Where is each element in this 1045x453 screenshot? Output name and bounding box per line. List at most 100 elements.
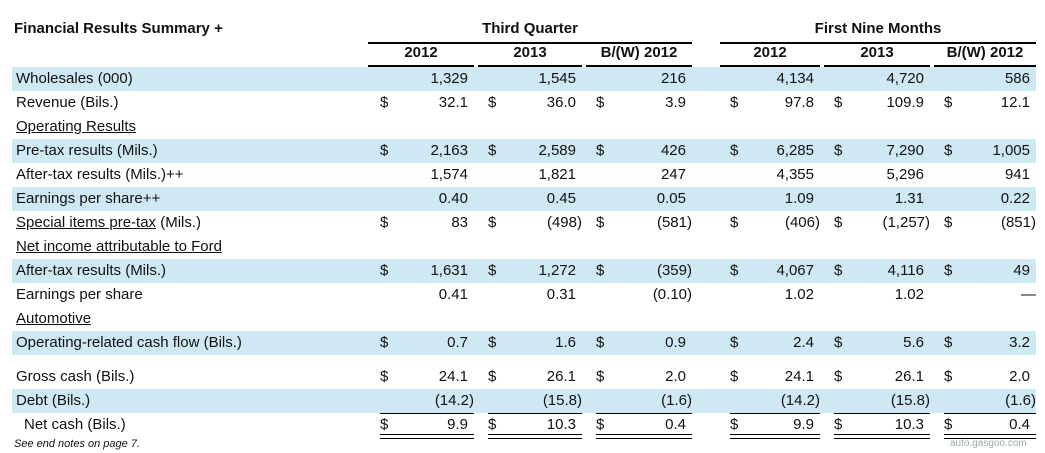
table-cell: 1.6 — [555, 334, 576, 351]
currency-symbol: $ — [488, 94, 497, 111]
group-header-third-quarter: Third Quarter — [482, 20, 578, 37]
table-cell: 2.4 — [793, 334, 814, 351]
currency-symbol: $ — [380, 416, 389, 433]
total-double-rule — [944, 434, 1036, 439]
column-header: 2013 — [513, 44, 547, 61]
table-cell: (581) — [656, 214, 692, 231]
currency-symbol: $ — [596, 334, 605, 351]
table-cell: 216 — [660, 70, 686, 87]
currency-symbol: $ — [596, 368, 605, 385]
table-cell: 1,545 — [538, 70, 576, 87]
table-cell: 26.1 — [546, 368, 576, 385]
table-cell: 1.02 — [784, 286, 814, 303]
row-label: Revenue (Bils.) — [16, 94, 119, 111]
column-header: 2012 — [753, 44, 787, 61]
table-cell: 5.6 — [903, 334, 924, 351]
currency-symbol: $ — [944, 334, 953, 351]
currency-symbol: $ — [488, 214, 497, 231]
currency-symbol: $ — [730, 94, 739, 111]
section-header-row: Automotive — [0, 307, 1045, 331]
section-header-row: Net income attributable to Ford — [0, 235, 1045, 259]
table-cell: (14.2) — [434, 392, 474, 409]
currency-symbol: $ — [834, 94, 843, 111]
currency-symbol: $ — [596, 416, 605, 433]
currency-symbol: $ — [834, 214, 843, 231]
row-shading — [12, 139, 1036, 163]
row-label: Earnings per share — [16, 286, 143, 303]
table-cell: 1,272 — [538, 262, 576, 279]
currency-symbol: $ — [944, 94, 953, 111]
column-header-rule — [824, 65, 930, 67]
table-row: Gross cash (Bils.) $24.1 $26.1 $2.0 $24.1 $26… — [0, 365, 1045, 389]
column-header: B/(W) 2012 — [946, 44, 1024, 61]
table-cell: 49 — [1013, 262, 1030, 279]
currency-symbol: $ — [380, 94, 389, 111]
row-shading — [12, 67, 1036, 91]
table-cell: (851) — [1000, 214, 1036, 231]
group-rule-first-nine-months — [720, 42, 1036, 44]
table-cell: 0.05 — [656, 190, 686, 207]
table-cell: — — [1021, 286, 1036, 303]
table-cell: 6,285 — [776, 142, 814, 159]
table-cell: (0.10) — [652, 286, 692, 303]
subtotal-rule — [730, 413, 820, 414]
currency-symbol: $ — [596, 214, 605, 231]
table-cell: 1.09 — [784, 190, 814, 207]
table-row: Wholesales (000) 1,329 1,545 216 4,134 4,720 5… — [0, 67, 1045, 91]
table-cell: (1,257) — [882, 214, 930, 231]
table-cell: 3.9 — [665, 94, 686, 111]
table-cell: 12.1 — [1000, 94, 1030, 111]
table-row: Revenue (Bils.) $32.1 $36.0 $3.9 $97.8 $109.9… — [0, 91, 1045, 115]
table-cell: 1,574 — [430, 166, 468, 183]
currency-symbol: $ — [380, 334, 389, 351]
table-cell: 36.0 — [546, 94, 576, 111]
table-cell: 9.9 — [793, 416, 814, 433]
table-cell: 2.0 — [665, 368, 686, 385]
subtotal-rule — [380, 413, 474, 414]
row-label-underlined: Special items pre-tax — [16, 214, 157, 231]
table-cell: 941 — [1004, 166, 1030, 183]
total-double-rule — [488, 434, 582, 439]
table-cell: 4,355 — [776, 166, 814, 183]
table-cell: 0.22 — [1000, 190, 1030, 207]
currency-symbol: $ — [834, 334, 843, 351]
table-row: Operating-related cash flow (Bils.) $0.7 $… — [0, 331, 1045, 355]
watermark: auto.gasgoo.com — [950, 438, 1027, 449]
currency-symbol: $ — [488, 334, 497, 351]
total-double-rule — [834, 434, 930, 439]
table-cell: 586 — [1004, 70, 1030, 87]
table-cell: 2.0 — [1009, 368, 1030, 385]
table-cell: 1,329 — [430, 70, 468, 87]
total-double-rule — [596, 434, 692, 439]
currency-symbol: $ — [834, 368, 843, 385]
table-cell: 10.3 — [894, 416, 924, 433]
subtotal-rule — [944, 413, 1036, 414]
column-header-rule — [368, 65, 474, 67]
subtotal-rule — [596, 413, 692, 414]
currency-symbol: $ — [488, 416, 497, 433]
row-label: Automotive — [16, 310, 92, 327]
table-cell: (1.6) — [1005, 392, 1036, 409]
table-cell: 3.2 — [1009, 334, 1030, 351]
table-cell: 26.1 — [894, 368, 924, 385]
row-label-suffix: (Mils.) — [156, 214, 202, 231]
table-cell: 5,296 — [886, 166, 924, 183]
currency-symbol: $ — [380, 142, 389, 159]
currency-symbol: $ — [834, 142, 843, 159]
table-cell: 1.31 — [894, 190, 924, 207]
section-header-row: Operating Results — [0, 115, 1045, 139]
table-row: Earnings per share++ 0.40 0.45 0.05 1.09 1.31… — [0, 187, 1045, 211]
total-double-rule — [730, 434, 820, 439]
currency-symbol: $ — [834, 416, 843, 433]
currency-symbol: $ — [380, 262, 389, 279]
table-cell: 0.4 — [1009, 416, 1030, 433]
table-cell: 24.1 — [784, 368, 814, 385]
table-row: Earnings per share 0.41 0.31 (0.10) 1.02 1.02… — [0, 283, 1045, 307]
subtotal-rule — [834, 413, 930, 414]
table-cell: 0.31 — [546, 286, 576, 303]
currency-symbol: $ — [730, 262, 739, 279]
currency-symbol: $ — [380, 214, 389, 231]
table-cell: (406) — [784, 214, 820, 231]
currency-symbol: $ — [488, 262, 497, 279]
table-cell: 0.45 — [546, 190, 576, 207]
